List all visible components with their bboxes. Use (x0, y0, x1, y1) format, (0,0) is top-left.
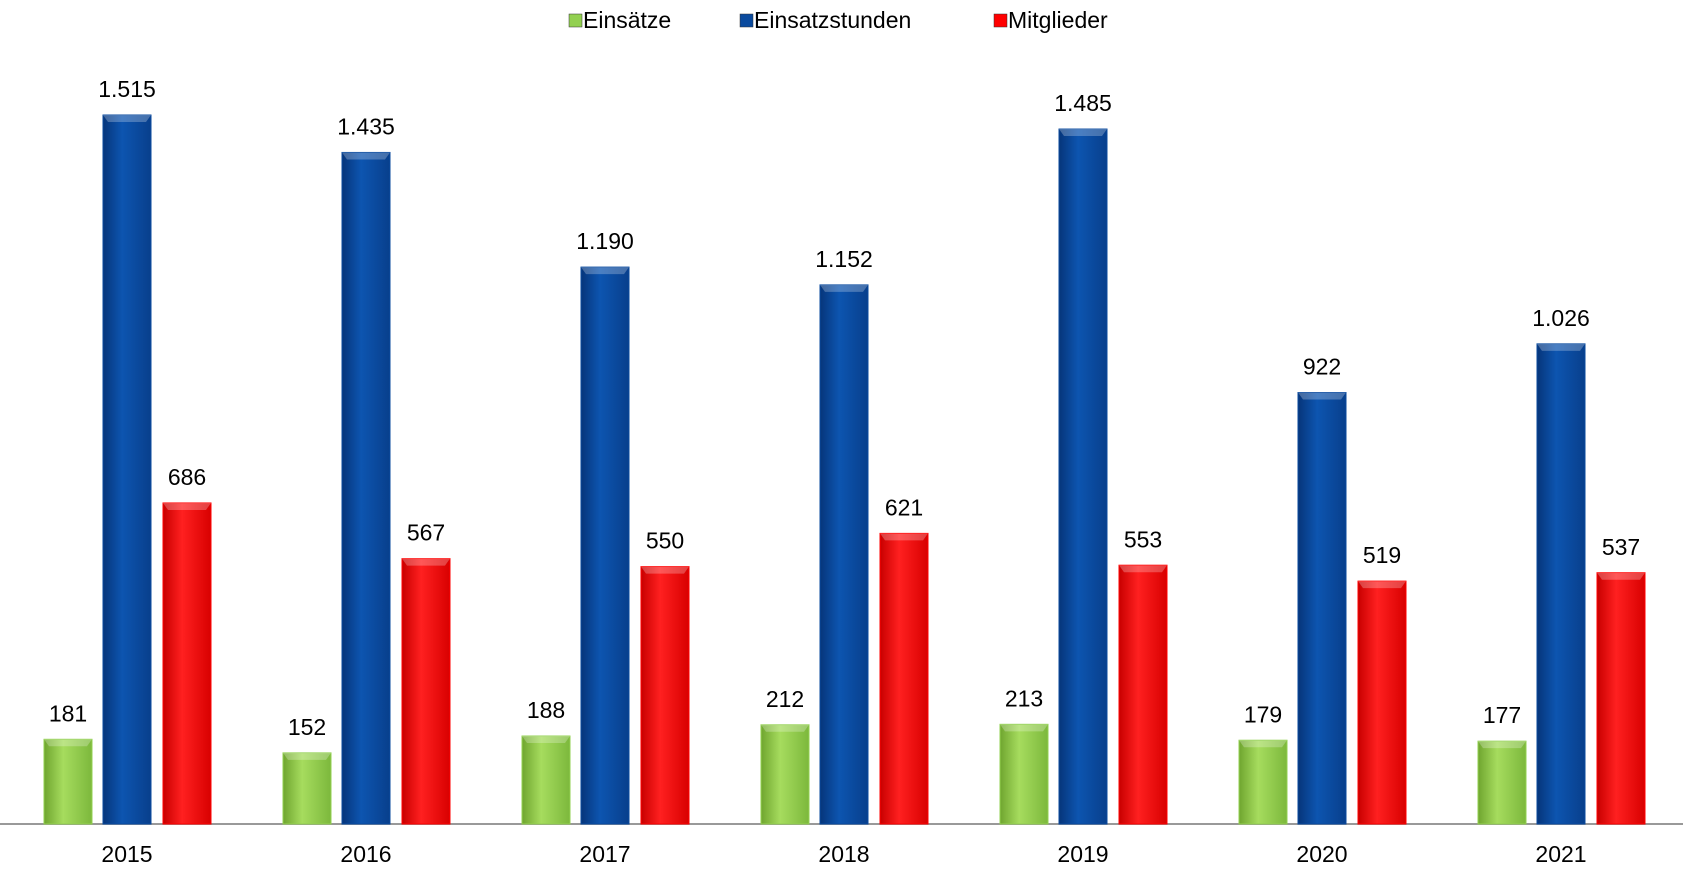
bar-cap (1478, 741, 1526, 749)
bar-cap (1597, 572, 1645, 580)
bar (401, 558, 451, 825)
bar (1477, 740, 1527, 825)
bar-cap (761, 724, 809, 732)
bar-cap (1298, 392, 1346, 400)
x-tick-label: 2017 (579, 841, 630, 867)
bar-cap (1000, 724, 1048, 732)
data-label: 212 (766, 686, 804, 712)
bar-cap (342, 152, 390, 160)
bar (162, 502, 212, 825)
data-label: 621 (885, 494, 923, 520)
bar (43, 738, 93, 825)
bar-cap (103, 115, 151, 122)
x-tick-label: 2020 (1296, 841, 1347, 867)
bar (1118, 564, 1168, 825)
data-label: 553 (1124, 526, 1162, 552)
legend-label: Einsatzstunden (754, 7, 911, 33)
data-label: 1.515 (98, 76, 156, 102)
data-label: 686 (168, 464, 206, 490)
data-label: 537 (1602, 534, 1640, 560)
bar-cap (402, 558, 450, 566)
bar-cap (522, 736, 570, 744)
bar-cap (283, 752, 331, 760)
bar (341, 151, 391, 825)
data-label: 152 (288, 714, 326, 740)
bar (521, 735, 571, 825)
x-tick-label: 2019 (1057, 841, 1108, 867)
data-label: 1.435 (337, 114, 395, 140)
bar (1058, 128, 1108, 825)
data-label: 181 (49, 700, 87, 726)
data-label: 1.485 (1054, 90, 1112, 116)
bar (879, 532, 929, 825)
x-tick-label: 2016 (340, 841, 391, 867)
data-label: 188 (527, 697, 565, 723)
bar (999, 723, 1049, 825)
bar-cap (880, 533, 928, 541)
bar (282, 752, 332, 825)
x-tick-label: 2015 (101, 841, 152, 867)
bar-cap (1239, 740, 1287, 748)
bar-cap (1119, 565, 1167, 573)
bar (1536, 343, 1586, 825)
legend-swatch (739, 13, 754, 28)
data-label: 550 (646, 528, 684, 554)
data-label: 1.190 (576, 228, 634, 254)
bar-cap (44, 739, 92, 747)
bar (640, 566, 690, 825)
legend-label: Einsätze (583, 7, 671, 33)
bar-cap (163, 502, 211, 510)
bar (102, 114, 152, 825)
bar (1238, 739, 1288, 825)
data-label: 1.152 (815, 246, 873, 272)
bar (580, 266, 630, 825)
data-label: 179 (1244, 701, 1282, 727)
legend-swatch (568, 13, 583, 28)
bar (760, 724, 810, 825)
bar (819, 284, 869, 825)
bar (1596, 572, 1646, 825)
data-label: 177 (1483, 702, 1521, 728)
data-label: 1.026 (1532, 305, 1590, 331)
bar (1297, 392, 1347, 825)
legend-swatch (993, 13, 1008, 28)
x-tick-label: 2021 (1535, 841, 1586, 867)
data-label: 213 (1005, 685, 1043, 711)
bar-cap (1059, 129, 1107, 137)
data-label: 922 (1303, 354, 1341, 380)
bar-cap (581, 267, 629, 275)
bar-cap (1537, 343, 1585, 351)
data-label: 567 (407, 520, 445, 546)
data-label: 519 (1363, 542, 1401, 568)
x-tick-label: 2018 (818, 841, 869, 867)
bar-cap (1358, 581, 1406, 589)
legend-label: Mitglieder (1008, 7, 1108, 33)
bar (1357, 580, 1407, 825)
bar-cap (820, 284, 868, 292)
bar-cap (641, 566, 689, 574)
